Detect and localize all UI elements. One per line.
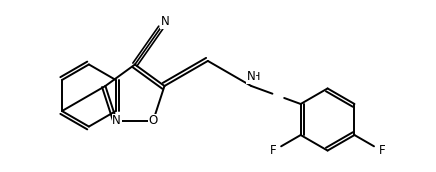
Text: N: N xyxy=(112,114,121,127)
Text: O: O xyxy=(149,114,158,127)
Text: F: F xyxy=(270,144,277,157)
Text: N: N xyxy=(161,15,170,28)
Text: F: F xyxy=(378,144,385,157)
Text: N: N xyxy=(247,71,255,83)
Text: H: H xyxy=(252,72,260,82)
